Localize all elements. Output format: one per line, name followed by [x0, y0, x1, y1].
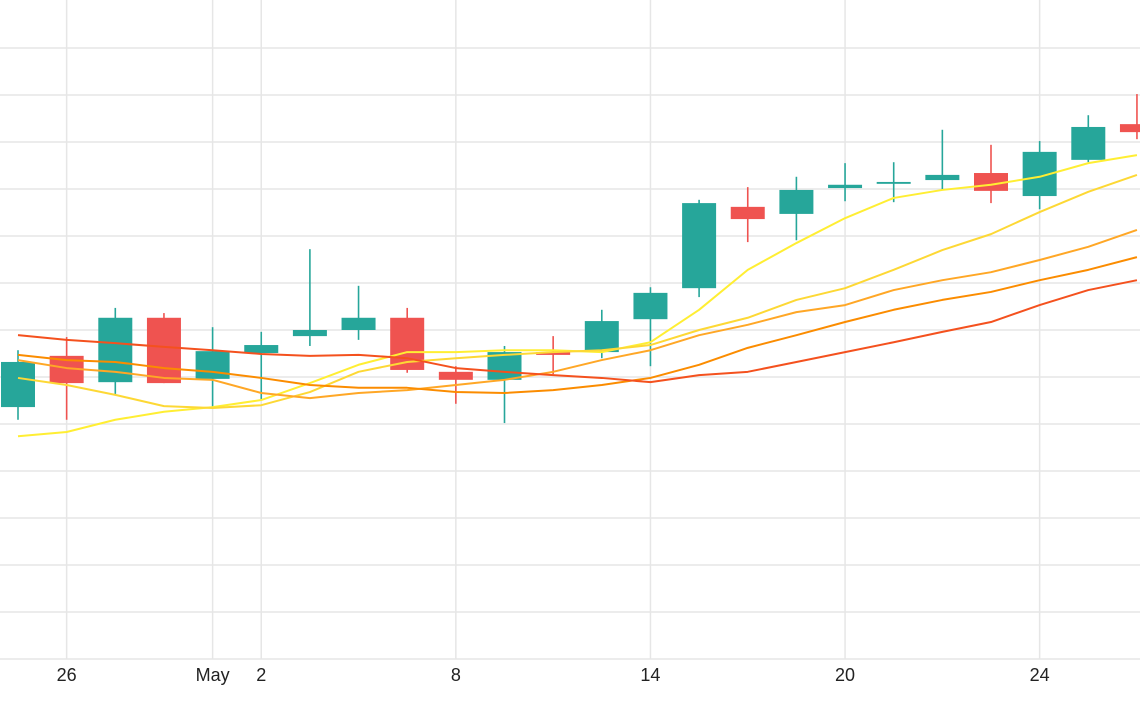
- candle-body: [292, 330, 327, 337]
- candle-body: [195, 351, 230, 379]
- x-tick-label: 14: [640, 665, 660, 685]
- candle-body: [536, 352, 571, 355]
- moving-average-line: [17, 228, 1138, 400]
- moving-average-line: [17, 256, 1138, 394]
- x-tick-label: 26: [57, 665, 77, 685]
- candle-body: [1071, 126, 1106, 160]
- candle-body: [1, 361, 35, 408]
- candle-body: [828, 184, 863, 189]
- candle-body: [633, 292, 668, 320]
- moving-average-line: [17, 279, 1138, 384]
- candle-body: [438, 371, 473, 380]
- x-tick-label: 2: [256, 665, 266, 685]
- candle-body: [779, 189, 814, 214]
- x-tick-label: 8: [451, 665, 461, 685]
- candle-body: [146, 317, 181, 384]
- moving-average-line: [17, 173, 1138, 410]
- candle-body: [682, 203, 717, 289]
- x-tick-label: May: [196, 665, 230, 685]
- candle-body: [584, 321, 619, 353]
- candle-body: [925, 174, 960, 181]
- x-tick-label: 20: [835, 665, 855, 685]
- candle-body: [244, 345, 279, 354]
- candle-body: [487, 352, 522, 380]
- candle-body: [876, 181, 911, 184]
- candle-body: [1119, 124, 1140, 133]
- candle-body: [341, 317, 376, 330]
- candle-body: [730, 206, 765, 220]
- x-tick-label: 24: [1030, 665, 1050, 685]
